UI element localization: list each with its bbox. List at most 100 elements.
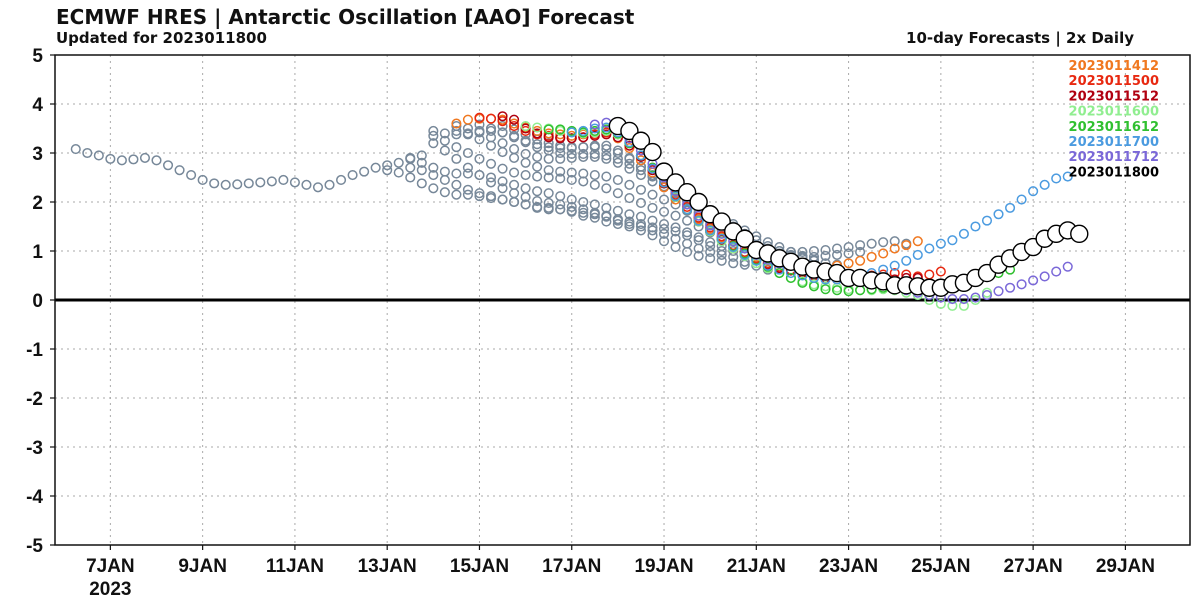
prior-run-point [635,184,647,195]
prior-run-point [532,186,543,197]
observed-point [301,179,312,190]
prior-run-point [831,249,843,260]
series-2023011512-point [566,133,577,144]
prior-run-point [693,250,704,261]
prior-run-point [439,135,450,146]
prior-run-point [647,225,658,236]
series-2023011700-point [578,125,589,136]
prior-run-point [462,168,473,179]
prior-run-point [635,161,647,172]
observed-point [162,160,174,171]
legend-entry-2023011712: 2023011712 [1069,150,1159,165]
observed-point [347,170,358,181]
prior-run-point [532,151,543,162]
series-2023011800-point [643,142,662,162]
prior-run-point [601,216,612,227]
prior-run-point [601,171,612,182]
series-2023011500-point [924,269,935,280]
observed-point [243,178,254,189]
prior-run-point [578,148,589,160]
observed-point [116,155,127,166]
series-2023011512-point [497,111,508,122]
prior-run-point [831,243,843,254]
prior-run-point [589,199,600,210]
observed-point [324,179,335,190]
prior-run-point [658,219,670,230]
prior-run-point [578,204,589,215]
prior-run-point [647,230,658,241]
prior-run-point [555,147,566,159]
legend-entry-2023011412: 2023011412 [1069,59,1159,74]
series-2023011700-point [1062,171,1073,182]
y-tick-label: 3 [32,144,43,165]
prior-run-point [843,248,854,259]
observed-point [93,150,104,161]
prior-run-point [428,138,439,149]
series-2023011412-point [912,236,923,247]
series-2023011600-point [520,121,531,132]
series-2023011800-point [631,131,651,150]
y-tick-label: 4 [32,95,43,116]
prior-run-point [647,222,658,233]
prior-run-point [635,211,647,222]
prior-run-point [451,153,462,164]
series-2023011612-point [785,272,796,284]
prior-run-point [566,167,577,178]
chart-subtitle: Updated for 2023011800 [56,29,267,47]
x-tick-label: 29JAN [1096,556,1155,577]
series-2023011700-point [958,228,969,239]
series-2023011700-point [993,209,1004,220]
series-2023011800-point [1070,224,1089,244]
x-tick-label: 7JAN [86,556,135,577]
prior-run-point [497,194,508,205]
series-2023011712-point [1039,271,1050,282]
prior-run-point [532,195,543,207]
prior-run-point [532,201,543,212]
prior-run-point [393,167,404,178]
prior-run-point [451,142,462,153]
prior-run-point [670,222,681,233]
prior-run-point [635,165,647,176]
prior-run-point [612,205,623,216]
prior-run-point [624,193,635,204]
x-tick-label: 19JAN [634,556,693,577]
observed-point [255,177,266,188]
prior-run-point [543,153,554,164]
prior-run-point [474,153,485,164]
prior-run-point [682,227,693,238]
series-2023011612-point [797,277,808,288]
prior-run-point [439,166,450,177]
prior-run-point [428,162,439,173]
observed-point [197,174,208,185]
prior-run-point [497,163,508,174]
prior-run-point [555,204,566,215]
series-2023011412-point [855,255,866,266]
series-2023011800-point [654,162,674,181]
prior-run-point [555,166,566,177]
prior-run-point [716,245,727,257]
series-2023011712-point [958,293,969,305]
series-2023011412-point [462,114,473,125]
prior-run-point [578,196,589,208]
prior-run-point [439,187,450,198]
series-2023011512-point [589,130,600,141]
prior-run-point [566,152,577,163]
prior-run-point [462,189,473,200]
prior-run-point [520,157,531,168]
series-2023011712-point [1005,282,1016,293]
observed-point [405,153,416,164]
series-2023011412-point [866,251,877,262]
y-tick-label: 1 [32,242,43,263]
prior-run-point [612,174,623,185]
series-2023011500-point [485,113,497,124]
prior-run-point [485,172,497,183]
prior-run-point [647,202,658,213]
prior-run-point [647,215,658,226]
series-2023011712-point [993,286,1004,297]
series-2023011700-point [1039,179,1050,190]
series-2023011800-point [735,229,754,248]
prior-run-point [601,153,612,164]
observed-point [359,166,370,177]
x-tick-label: 25JAN [911,556,970,577]
